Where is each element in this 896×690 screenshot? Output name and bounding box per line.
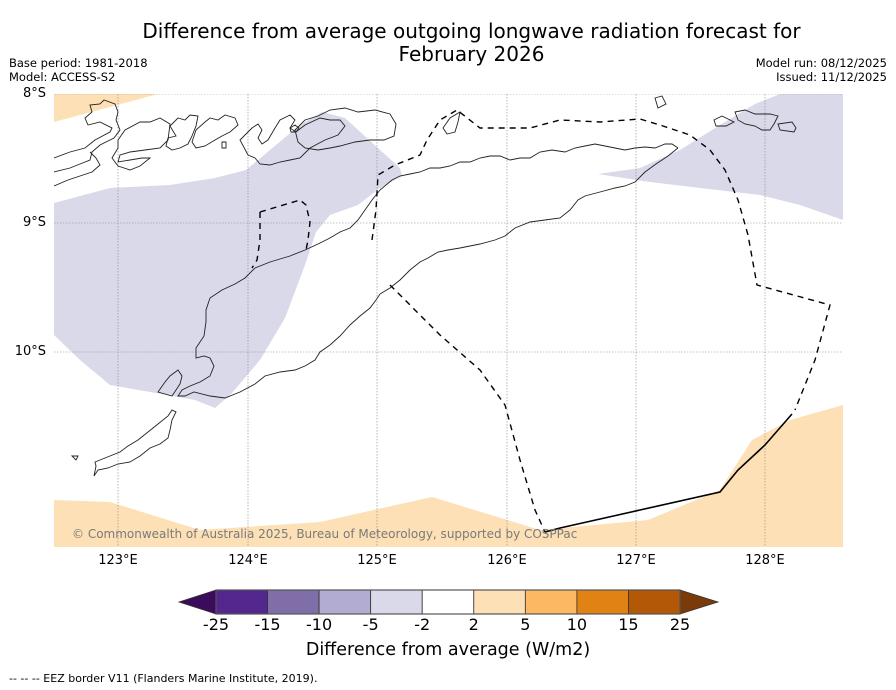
coastline-lakor	[777, 121, 797, 133]
coastline-wetar	[294, 107, 397, 151]
coastlines	[54, 95, 797, 477]
title-line-2: February 2026	[398, 42, 545, 66]
copyright-notice: © Commonwealth of Australia 2025, Bureau…	[72, 527, 578, 541]
coastline-island-a	[54, 151, 101, 187]
eez-footnote: -- -- -- EEZ border V11 (Flanders Marine…	[9, 672, 318, 685]
colorbar-tick-label: 25	[669, 615, 691, 634]
model-name: Model: ACCESS-S2	[9, 70, 116, 84]
colorbar-segments	[177, 589, 720, 615]
colorbar-tick-label: 15	[618, 615, 639, 634]
map-area	[54, 94, 843, 547]
colorbar-segment	[421, 589, 475, 615]
coastline-rote	[93, 409, 177, 477]
colorbar-tick-label: -15	[254, 615, 281, 634]
coastline-semau	[157, 369, 183, 397]
colorbar-tick-label: -10	[306, 615, 333, 634]
negative-anomaly-west	[54, 112, 402, 408]
model-run: Model run: 08/12/2025	[755, 56, 887, 70]
colorbar-segment	[267, 589, 320, 615]
lat-label-9s: 9°S	[22, 215, 46, 230]
colorbar-segment	[576, 589, 629, 615]
lon-label-123e: 123°E	[98, 553, 138, 568]
gridlines	[54, 94, 843, 547]
colorbar-label: Difference from average (W/m2)	[305, 640, 591, 660]
coastline-timor-south	[379, 147, 679, 295]
colorbar-tick-label: -2	[414, 615, 431, 634]
colorbar-tick-label: 2	[468, 615, 479, 634]
lon-label-126e: 126°E	[487, 553, 527, 568]
coastline-timor-leste-north	[379, 143, 679, 191]
eez-border-west-inner	[251, 212, 261, 269]
eez-border-west	[259, 199, 311, 251]
maritime-boundary-solid	[544, 413, 793, 533]
colorbar-over-arrow	[679, 589, 720, 615]
colorbar-tick-label: -25	[202, 615, 230, 634]
coastline-wetar-west	[239, 114, 346, 166]
coastline-kisar	[654, 95, 667, 109]
coastline-islet-1	[221, 141, 227, 149]
issued-date: Issued: 11/12/2025	[776, 70, 887, 84]
lon-label-124e: 124°E	[228, 553, 268, 568]
coastline-west-timor	[177, 189, 381, 399]
chart-title: Difference from average outgoing longwav…	[0, 20, 896, 66]
colorbar-tick-label: 5	[520, 615, 531, 634]
colorbar-segment	[370, 589, 423, 615]
colorbar-segment	[628, 589, 681, 615]
lon-label-128e: 128°E	[745, 553, 785, 568]
colorbar-segment	[524, 589, 578, 615]
colorbar-segment	[473, 589, 526, 615]
coastline-pantar	[165, 114, 199, 151]
base-period: Base period: 1981-2018	[9, 56, 148, 70]
eez-border-timor-leste	[371, 109, 831, 411]
coastline-ndao	[70, 455, 79, 461]
colorbar-tick-label: -5	[362, 615, 379, 634]
colorbar-under-arrow	[177, 589, 217, 615]
lat-label-8s: 8°S	[22, 86, 46, 101]
eez-border	[251, 109, 831, 533]
coastline-atauro	[442, 111, 461, 135]
positive-anomaly-northwest	[54, 94, 158, 122]
coastline-alor	[191, 114, 239, 149]
coastline-islet-2	[289, 124, 300, 133]
coastline-moa	[734, 109, 779, 131]
coastline-island-b	[111, 117, 171, 171]
colorbar-tick-label: 10	[566, 615, 588, 634]
coastline-leti	[713, 115, 736, 127]
meta-right: Model run: 08/12/2025 Issued: 11/12/2025	[756, 56, 887, 84]
lon-label-125e: 125°E	[357, 553, 397, 568]
positive-anomaly-south	[54, 405, 843, 547]
lon-label-127e: 127°E	[616, 553, 656, 568]
meta-left: Base period: 1981-2018 Model: ACCESS-S2	[9, 56, 148, 84]
lat-label-10s: 10°S	[14, 344, 46, 359]
colorbar-segment	[215, 589, 268, 615]
negative-anomaly-northeast	[598, 94, 843, 220]
colorbar-segment	[318, 589, 372, 615]
colorbar-frame	[215, 589, 681, 615]
eez-border-south	[389, 284, 546, 533]
title-line-1: Difference from average outgoing longwav…	[142, 19, 801, 43]
